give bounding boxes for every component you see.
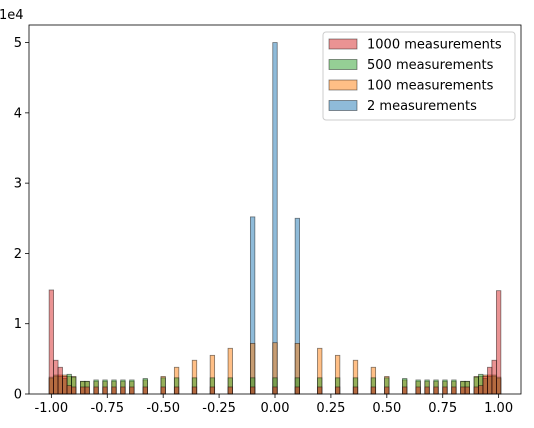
legend-box: [322, 31, 516, 121]
x-tick-label: 0.25: [316, 401, 345, 416]
legend: 1000 measurements 500 measurements 100 mea…: [322, 31, 516, 121]
legend-swatch: [328, 100, 358, 111]
histogram-bar: [352, 386, 359, 395]
x-tick-label: -0.25: [202, 401, 236, 416]
x-tick-label: -1.00: [35, 401, 69, 416]
y-tick-label: 0: [14, 388, 22, 403]
histogram-bar: [84, 386, 90, 395]
histogram-bar: [370, 386, 377, 395]
histogram-bar: [478, 385, 484, 395]
y-tick-label: 3: [14, 177, 22, 192]
y-tick-label: 2: [14, 247, 22, 262]
histogram-bar: [402, 386, 408, 395]
histogram-bar: [57, 366, 63, 395]
histogram-bar: [129, 386, 135, 395]
histogram-bar: [460, 386, 466, 395]
histogram-bar: [53, 359, 59, 395]
histogram-bar: [80, 386, 86, 395]
histogram-bar: [71, 386, 77, 395]
histogram-bar: [142, 386, 148, 395]
x-axis-ticks: -1.00 -0.75 -0.50 -0.25 0.00 0.25 0.50 0.75 1.00: [35, 394, 513, 416]
histogram-bar: [384, 386, 390, 395]
histogram-bar: [473, 386, 479, 395]
histogram-bar: [442, 386, 448, 395]
y-tick-label: 5: [14, 36, 22, 51]
legend-swatch: [328, 38, 358, 50]
x-tick-label: 0.75: [428, 401, 457, 416]
histogram-bar: [482, 376, 488, 395]
legend-swatch: [328, 79, 358, 91]
histogram-bar: [294, 386, 301, 395]
histogram-bar: [120, 386, 126, 395]
histogram-bar: [491, 359, 497, 395]
histogram-bar: [424, 386, 430, 395]
legend-label: 2 measurements: [367, 99, 477, 114]
x-tick-label: -0.75: [90, 401, 124, 416]
histogram-bar: [48, 289, 55, 395]
x-tick-label: 0.00: [261, 401, 290, 416]
histogram-bar: [433, 386, 439, 395]
y-tick-label: 1: [14, 317, 22, 332]
histogram-bar: [249, 386, 256, 395]
histogram-bar: [495, 290, 502, 395]
histogram-bar: [487, 366, 493, 395]
histogram-bar: [173, 386, 180, 395]
histogram-bar: [272, 42, 278, 395]
histogram-bar: [272, 386, 278, 395]
histogram-bar: [160, 386, 166, 395]
histogram-bar: [334, 386, 341, 395]
histogram-bar: [415, 386, 421, 395]
histogram-bar: [464, 386, 470, 395]
x-tick-label: 1.00: [484, 401, 513, 416]
legend-label: 1000 measurements: [367, 38, 502, 53]
y-tick-label: 4: [14, 106, 22, 121]
histogram-bar: [66, 385, 72, 395]
x-tick-label: -0.50: [146, 401, 180, 416]
histogram-bar: [62, 376, 68, 395]
y-axis-ticks: 0 1 2 3 4 5: [14, 36, 29, 403]
legend-swatch: [328, 59, 358, 70]
histogram-bar: [227, 386, 233, 395]
histogram-bar: [111, 386, 117, 395]
y-axis-offset-text: 1e4: [0, 8, 24, 23]
histogram-bar: [317, 386, 323, 395]
legend-label: 500 measurements: [367, 58, 494, 73]
histogram-bar: [191, 386, 198, 395]
x-tick-label: 0.50: [372, 401, 401, 416]
histogram-bar: [451, 386, 457, 395]
legend-label: 100 measurements: [367, 79, 494, 94]
histogram-bar: [102, 386, 108, 395]
histogram-bar: [93, 386, 99, 395]
histogram-bar: [209, 386, 216, 395]
